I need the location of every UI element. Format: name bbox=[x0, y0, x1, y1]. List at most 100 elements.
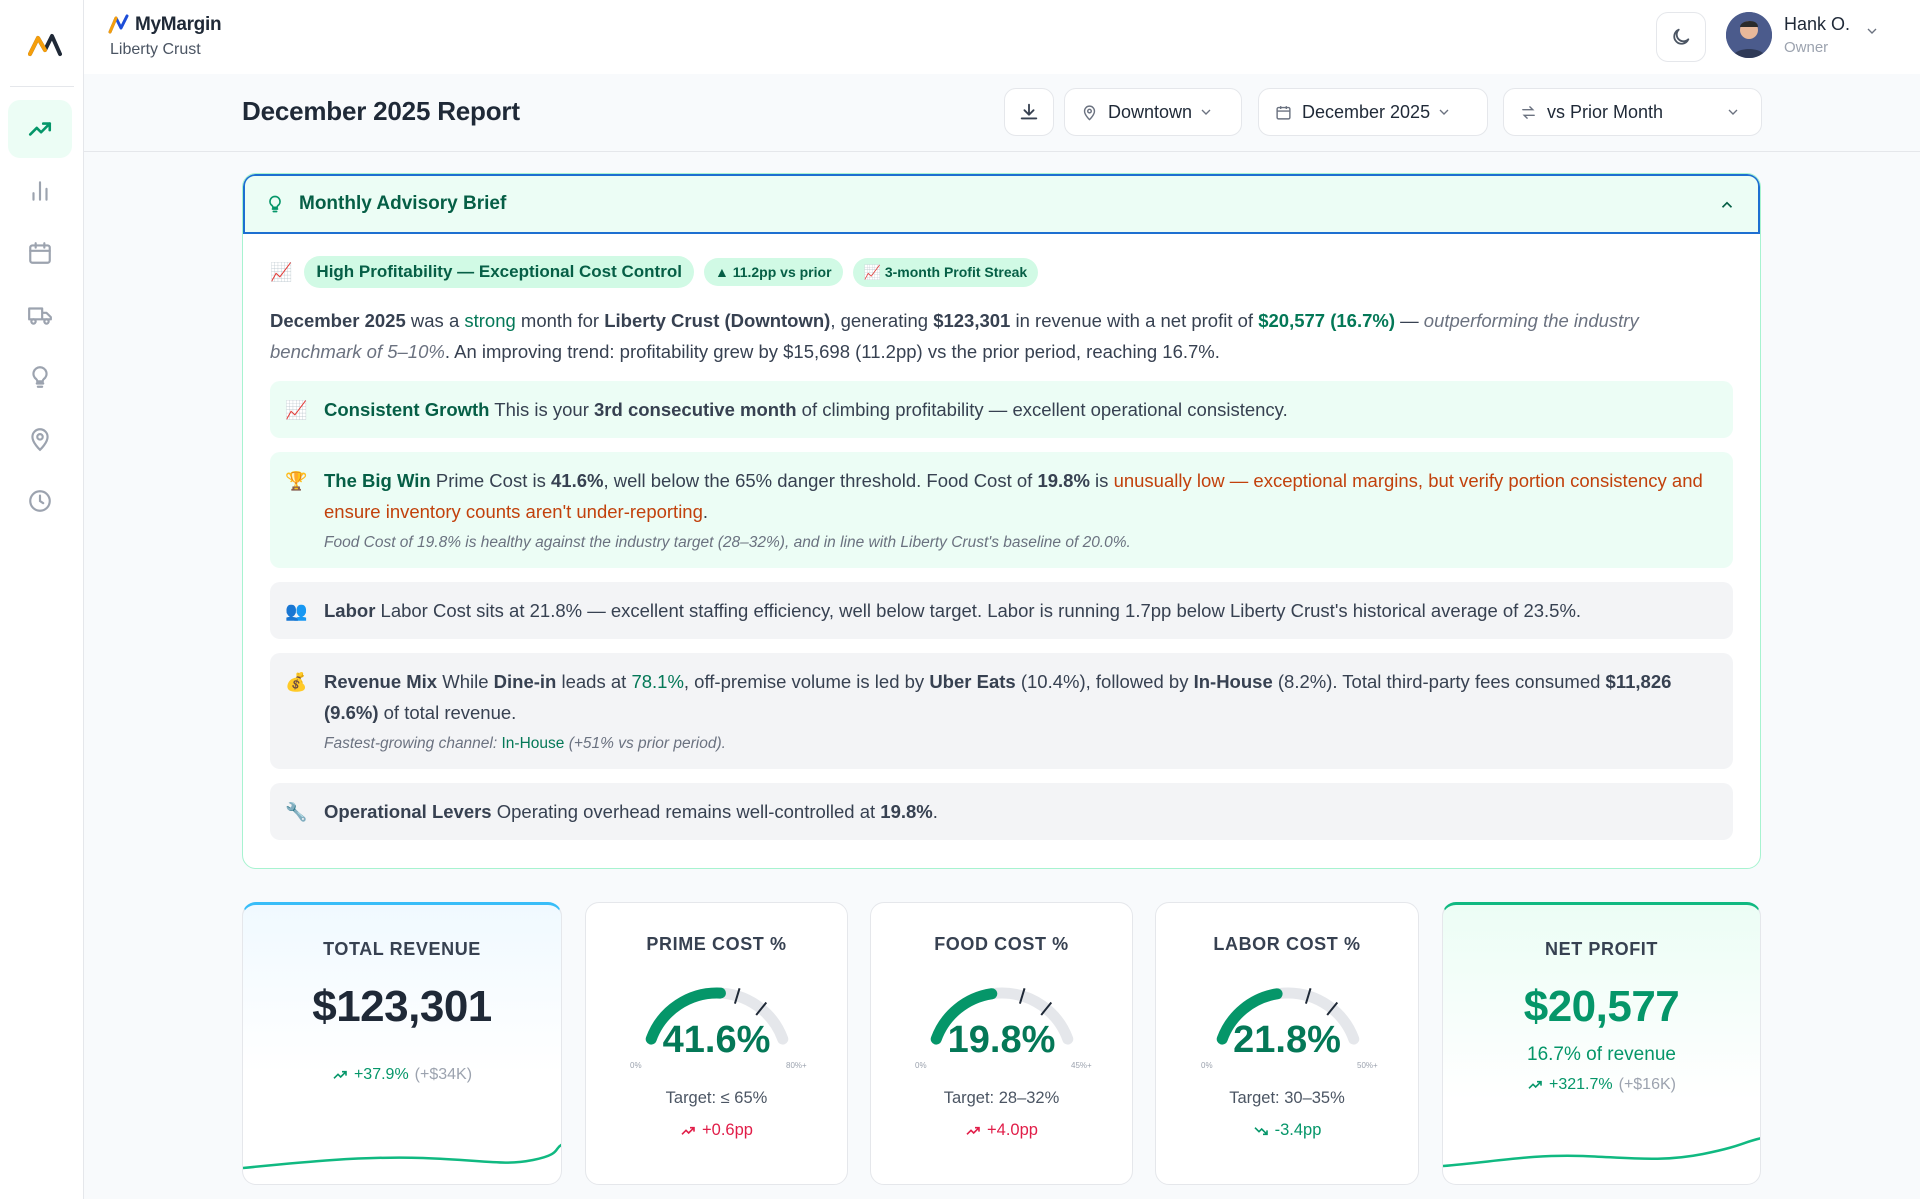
wrench-icon: 🔧 bbox=[285, 802, 308, 822]
kpi-label: PRIME COST % bbox=[646, 934, 787, 954]
swap-icon bbox=[1522, 105, 1535, 119]
location-select-value: Downtown bbox=[1108, 101, 1193, 122]
insight-revenue-mix: 💰 Revenue Mix While Dine-in leads at 78.… bbox=[270, 653, 1733, 769]
revenue-mix-note: Fastest-growing channel: In-House (+51% … bbox=[324, 735, 726, 752]
gauge-threshold-marker bbox=[1304, 988, 1312, 1004]
report-header: December 2025 Report Downtown December 2… bbox=[84, 74, 1920, 152]
nav-item-trends[interactable] bbox=[8, 100, 72, 158]
kpi-label: LABOR COST % bbox=[1213, 934, 1361, 954]
trending-up-icon bbox=[966, 1126, 980, 1135]
kpi-delta: -3.4pp bbox=[1156, 1121, 1418, 1140]
trending-up-icon bbox=[681, 1126, 695, 1135]
kpi-labor-cost[interactable]: LABOR COST % 21.8% 0% 50%+ Target: 30–35… bbox=[1155, 902, 1419, 1185]
gauge-value: 19.8% bbox=[947, 1019, 1056, 1061]
advisory-brief-header[interactable]: Monthly Advisory Brief bbox=[243, 174, 1760, 234]
kpi-food-cost[interactable]: FOOD COST % 19.8% 0% 45%+ Target: 28–32%… bbox=[870, 902, 1133, 1185]
gauge-fill bbox=[930, 988, 998, 1045]
trending-down-icon bbox=[1254, 1126, 1268, 1135]
brand-location: Liberty Crust bbox=[110, 41, 201, 58]
nav-item-locations[interactable] bbox=[8, 410, 72, 468]
nav-item-delivery[interactable] bbox=[8, 286, 72, 344]
nav-item-insights[interactable] bbox=[8, 348, 72, 406]
kpi-label: TOTAL REVENUE bbox=[323, 939, 481, 959]
revenue-sparkline bbox=[243, 1143, 561, 1170]
kpi-target: Target: 28–32% bbox=[943, 1089, 1060, 1107]
advisory-badges: 📈 High Profitability — Exceptional Cost … bbox=[270, 256, 1733, 288]
kpi-value: $20,577 bbox=[1523, 982, 1680, 1031]
nav-item-analytics[interactable] bbox=[8, 162, 72, 220]
compare-select[interactable]: vs Prior Month bbox=[1503, 88, 1762, 136]
chevron-down-icon bbox=[1867, 28, 1877, 34]
chart-up-icon: 📈 bbox=[285, 400, 308, 420]
location-select[interactable]: Downtown bbox=[1064, 88, 1242, 136]
kpi-target: Target: ≤ 65% bbox=[665, 1089, 768, 1107]
chevron-down-icon bbox=[1439, 109, 1449, 115]
insight-big-win: 🏆 The Big Win Prime Cost is 41.6%, well … bbox=[270, 452, 1733, 568]
kpi-delta: +0.6pp bbox=[586, 1121, 847, 1140]
trending-up-icon bbox=[333, 1070, 347, 1079]
nav-item-calendar[interactable] bbox=[8, 224, 72, 282]
insight-consistent-growth: 📈 Consistent Growth This is your 3rd con… bbox=[270, 381, 1733, 438]
gauge-max-label: 80%+ bbox=[786, 1061, 807, 1070]
money-bag-icon: 💰 bbox=[285, 672, 308, 692]
kpi-delta: +37.9% (+$34K) bbox=[243, 1066, 561, 1084]
gauge-fill bbox=[645, 987, 726, 1045]
gauge-value: 21.8% bbox=[1233, 1019, 1341, 1061]
user-role: Owner bbox=[1784, 39, 1829, 56]
advisory-summary: December 2025 was a strong month for Lib… bbox=[270, 310, 1639, 362]
advisory-brief-panel: Monthly Advisory Brief 📈 High Profitabil… bbox=[242, 173, 1761, 869]
kpi-total-revenue[interactable]: TOTAL REVENUE $123,301 +37.9% (+$34K) bbox=[242, 902, 562, 1185]
chart-up-icon: 📈 bbox=[270, 261, 293, 282]
bar-chart-icon bbox=[32, 181, 48, 201]
gauge-fill bbox=[1216, 988, 1283, 1045]
chevron-down-icon bbox=[1201, 109, 1211, 115]
nav-item-history[interactable] bbox=[8, 472, 72, 530]
period-select-value: December 2025 bbox=[1302, 101, 1431, 122]
brand-mark-icon bbox=[108, 14, 129, 34]
avatar-image-icon bbox=[1726, 12, 1772, 58]
profitability-badge: High Profitability — Exceptional Cost Co… bbox=[304, 256, 694, 288]
gauge-threshold-marker bbox=[755, 1001, 768, 1016]
calendar-icon bbox=[29, 242, 51, 264]
gauge-max-label: 45%+ bbox=[1071, 1061, 1092, 1070]
kpi-delta: +321.7% (+$16K) bbox=[1443, 1076, 1760, 1094]
advisory-brief-title: Monthly Advisory Brief bbox=[299, 193, 507, 214]
truck-icon bbox=[28, 307, 52, 325]
sidebar-divider bbox=[10, 86, 74, 87]
brand[interactable]: MyMargin Liberty Crust bbox=[108, 12, 222, 59]
top-bar: MyMargin Liberty Crust Hank O. Owner bbox=[84, 0, 1920, 74]
kpi-net-profit[interactable]: NET PROFIT $20,577 16.7% of revenue +321… bbox=[1442, 902, 1761, 1185]
kpi-prime-cost[interactable]: PRIME COST % 41.6% 0% 80%+ Target: ≤ 65%… bbox=[585, 902, 848, 1185]
gauge-min-label: 0% bbox=[1201, 1061, 1213, 1070]
people-icon: 👥 bbox=[285, 601, 308, 621]
gauge-threshold-marker bbox=[1326, 1001, 1339, 1016]
insight-operational-levers: 🔧 Operational Levers Operating overhead … bbox=[270, 783, 1733, 840]
kpi-label: FOOD COST % bbox=[934, 934, 1069, 954]
gauge-threshold-marker bbox=[1040, 1001, 1053, 1016]
delta-badge: ▲ 11.2pp vs prior bbox=[703, 258, 843, 286]
trophy-icon: 🏆 bbox=[285, 471, 308, 491]
kpi-label: NET PROFIT bbox=[1545, 939, 1658, 959]
gauge-max-label: 50%+ bbox=[1357, 1061, 1378, 1070]
download-button[interactable] bbox=[1004, 88, 1054, 136]
period-select[interactable]: December 2025 bbox=[1258, 88, 1488, 136]
clock-icon bbox=[29, 490, 51, 512]
sidebar bbox=[0, 0, 84, 1199]
page-title: December 2025 Report bbox=[242, 96, 520, 126]
user-name: Hank O. bbox=[1784, 14, 1851, 34]
lightbulb-icon bbox=[269, 195, 281, 213]
download-icon bbox=[1020, 103, 1038, 120]
user-menu[interactable]: Hank O. Owner bbox=[1726, 12, 1880, 58]
lightbulb-icon bbox=[32, 366, 48, 388]
theme-toggle-button[interactable] bbox=[1656, 12, 1706, 62]
moon-icon bbox=[1673, 28, 1690, 45]
mymargin-logo-icon[interactable] bbox=[28, 30, 62, 60]
gauge-threshold-marker bbox=[1018, 988, 1026, 1004]
chevron-up-icon[interactable] bbox=[1718, 196, 1736, 214]
map-pin-icon bbox=[1083, 104, 1096, 121]
gauge-value: 41.6% bbox=[662, 1019, 771, 1061]
gauge-threshold-marker bbox=[733, 988, 741, 1004]
kpi-subtext: 16.7% of revenue bbox=[1527, 1044, 1676, 1065]
food-cost-gauge bbox=[930, 987, 1074, 1045]
prime-cost-gauge bbox=[645, 987, 789, 1045]
